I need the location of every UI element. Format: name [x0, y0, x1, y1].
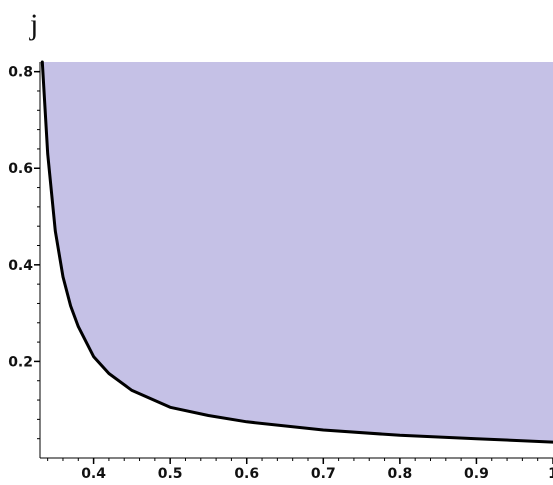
y-tick-label: 0.8: [8, 65, 33, 81]
x-tick-label: 0.9: [464, 466, 489, 482]
x-tick-label: 1: [548, 466, 553, 482]
x-tick-label: 0.5: [158, 466, 183, 482]
filled-region: [42, 62, 553, 443]
y-tick-label: 0.6: [8, 161, 33, 177]
y-tick-label: 0.2: [8, 354, 33, 370]
x-tick-label: 0.8: [387, 466, 412, 482]
x-tick-label: 0.7: [311, 466, 336, 482]
plot-area: [40, 60, 553, 444]
y-axis-label: j: [29, 8, 38, 41]
boundary-curve: [40, 60, 553, 444]
y-tick-label: 0.4: [8, 258, 33, 274]
axes: 0.4 0.5 0.6 0.7 0.8 0.9 1 0.2 0.4 0.6 0.8: [8, 62, 553, 482]
x-tick-label: 0.4: [81, 466, 106, 482]
x-tick-label: 0.6: [234, 466, 259, 482]
